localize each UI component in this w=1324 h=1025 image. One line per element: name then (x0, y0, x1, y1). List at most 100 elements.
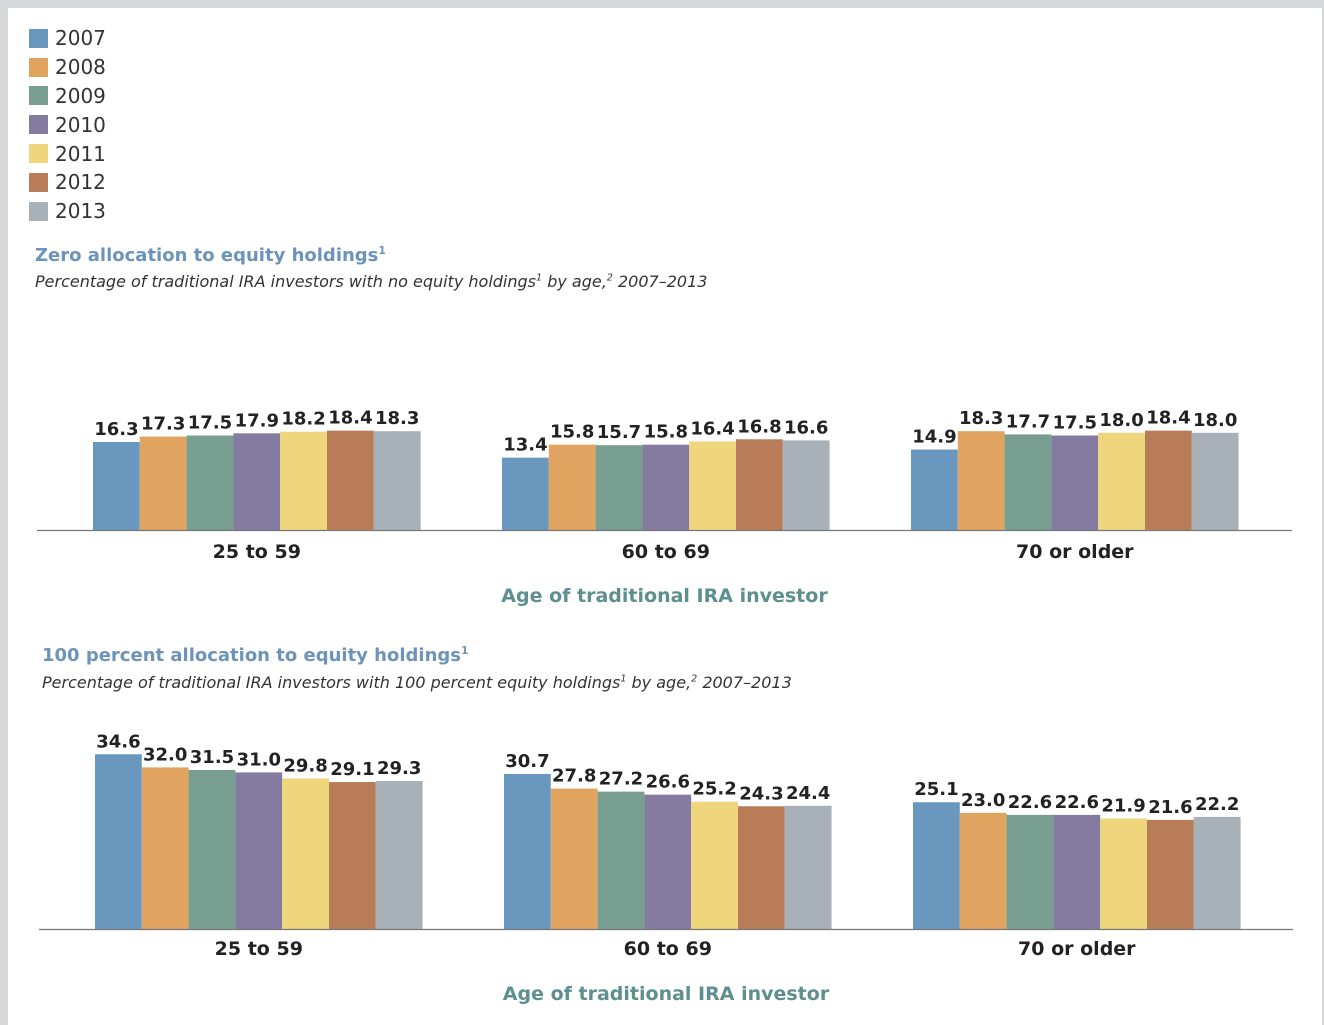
x-axis-title: Age of traditional IRA investor (503, 983, 830, 1005)
bar-70-or-older-2010 (1051, 435, 1099, 530)
bar-70-or-older-2012 (1147, 819, 1194, 929)
bar-25-to-59-2011 (280, 431, 327, 530)
bar-60-to-69-2007 (502, 457, 549, 530)
bar-25-to-59-2008 (141, 767, 189, 929)
bar-60-to-69-2007 (504, 773, 551, 929)
bar-60-to-69-2013 (782, 440, 830, 530)
x-axis-title: Age of traditional IRA investor (501, 585, 828, 607)
legend-label: 2008 (55, 55, 106, 80)
bar-25-to-59-2011 (282, 778, 329, 929)
data-label: 24.3 (739, 783, 783, 804)
data-label: 16.4 (690, 418, 734, 439)
bar-25-to-59-2009 (186, 435, 234, 530)
bar-70-or-older-2011 (1098, 432, 1145, 530)
data-label: 30.7 (505, 751, 549, 772)
data-label: 15.7 (597, 422, 641, 443)
bar-70-or-older-2013 (1191, 432, 1239, 530)
legend-label: 2010 (55, 112, 106, 137)
category-label: 60 to 69 (624, 938, 712, 960)
bar-25-to-59-2013 (373, 431, 421, 530)
data-label: 14.9 (912, 427, 956, 448)
chart1-title: Zero allocation to equity holdings1 (35, 244, 386, 266)
legend-item-2007: 2007 (29, 24, 106, 53)
bar-25-to-59-2007 (93, 441, 140, 530)
legend-swatch (29, 172, 48, 192)
bar-70-or-older-2009 (1006, 814, 1054, 929)
data-label: 18.0 (1193, 410, 1237, 431)
data-label: 22.6 (1055, 792, 1099, 813)
data-label: 27.8 (552, 766, 596, 787)
category-label: 60 to 69 (622, 541, 710, 563)
bar-70-or-older-2012 (1145, 430, 1192, 530)
data-label: 17.5 (1053, 413, 1097, 434)
bar-25-to-59-2012 (329, 782, 376, 929)
legend-item-2013: 2013 (29, 197, 106, 226)
bar-25-to-59-2009 (188, 769, 236, 929)
data-label: 25.1 (914, 779, 958, 800)
bar-25-to-59-2010 (235, 772, 283, 929)
data-label: 15.8 (550, 422, 594, 443)
data-label: 13.4 (503, 435, 547, 456)
bar-60-to-69-2009 (595, 445, 643, 530)
data-label: 22.6 (1008, 792, 1052, 813)
data-label: 16.3 (94, 419, 138, 440)
legend-item-2008: 2008 (29, 53, 106, 82)
bar-60-to-69-2013 (784, 805, 832, 929)
legend-label: 2013 (55, 199, 106, 224)
bar-60-to-69-2011 (691, 801, 738, 929)
bar-70-or-older-2011 (1100, 818, 1147, 929)
legend-item-2012: 2012 (29, 168, 106, 197)
legend-swatch (29, 86, 48, 106)
data-label: 21.6 (1148, 797, 1192, 818)
chart1-subtitle: Percentage of traditional IRA investors … (35, 272, 708, 291)
bar-60-to-69-2010 (644, 794, 692, 929)
bar-70-or-older-2008 (957, 431, 1005, 530)
bar-25-to-59-2008 (139, 436, 187, 530)
bar-25-to-59-2012 (327, 430, 374, 530)
data-label: 26.6 (646, 772, 690, 793)
legend-label: 2009 (55, 83, 106, 108)
bar-70-or-older-2008 (959, 812, 1007, 929)
legend-swatch (29, 115, 48, 135)
bar-70-or-older-2009 (1004, 434, 1052, 530)
legend-item-2010: 2010 (29, 110, 106, 139)
data-label: 22.2 (1195, 794, 1239, 815)
data-label: 31.0 (237, 749, 281, 770)
data-label: 18.3 (959, 408, 1003, 429)
chart2-title: 100 percent allocation to equity holding… (42, 644, 469, 666)
data-label: 29.8 (283, 756, 327, 777)
data-label: 18.2 (281, 409, 325, 430)
legend-swatch (29, 57, 48, 77)
data-label: 18.3 (375, 408, 419, 429)
legend-label: 2011 (55, 141, 106, 166)
bar-60-to-69-2008 (548, 444, 596, 530)
data-label: 24.4 (786, 783, 830, 804)
bar-70-or-older-2010 (1053, 814, 1101, 929)
data-label: 18.4 (328, 408, 372, 429)
data-label: 29.1 (330, 759, 374, 780)
data-label: 17.5 (188, 413, 232, 434)
data-label: 27.2 (599, 769, 643, 790)
bar-60-to-69-2009 (597, 791, 645, 929)
data-label: 17.7 (1006, 411, 1050, 432)
legend-swatch (29, 201, 48, 221)
data-label: 25.2 (692, 779, 736, 800)
bar-70-or-older-2007 (911, 449, 958, 530)
bar-70-or-older-2013 (1193, 816, 1241, 929)
data-label: 16.6 (784, 417, 828, 438)
data-label: 31.5 (190, 747, 234, 768)
bar-25-to-59-2010 (233, 433, 281, 530)
data-label: 21.9 (1101, 795, 1145, 816)
data-label: 15.8 (644, 422, 688, 443)
category-label: 25 to 59 (213, 541, 301, 563)
bar-60-to-69-2012 (736, 439, 783, 530)
category-label: 70 or older (1018, 938, 1136, 960)
legend-item-2011: 2011 (29, 139, 106, 168)
bar-60-to-69-2010 (642, 444, 690, 530)
data-label: 18.0 (1099, 410, 1143, 431)
category-label: 70 or older (1016, 541, 1134, 563)
data-label: 16.8 (737, 416, 781, 437)
bar-25-to-59-2007 (95, 754, 142, 929)
bar-60-to-69-2008 (550, 788, 598, 929)
data-label: 23.0 (961, 790, 1005, 811)
